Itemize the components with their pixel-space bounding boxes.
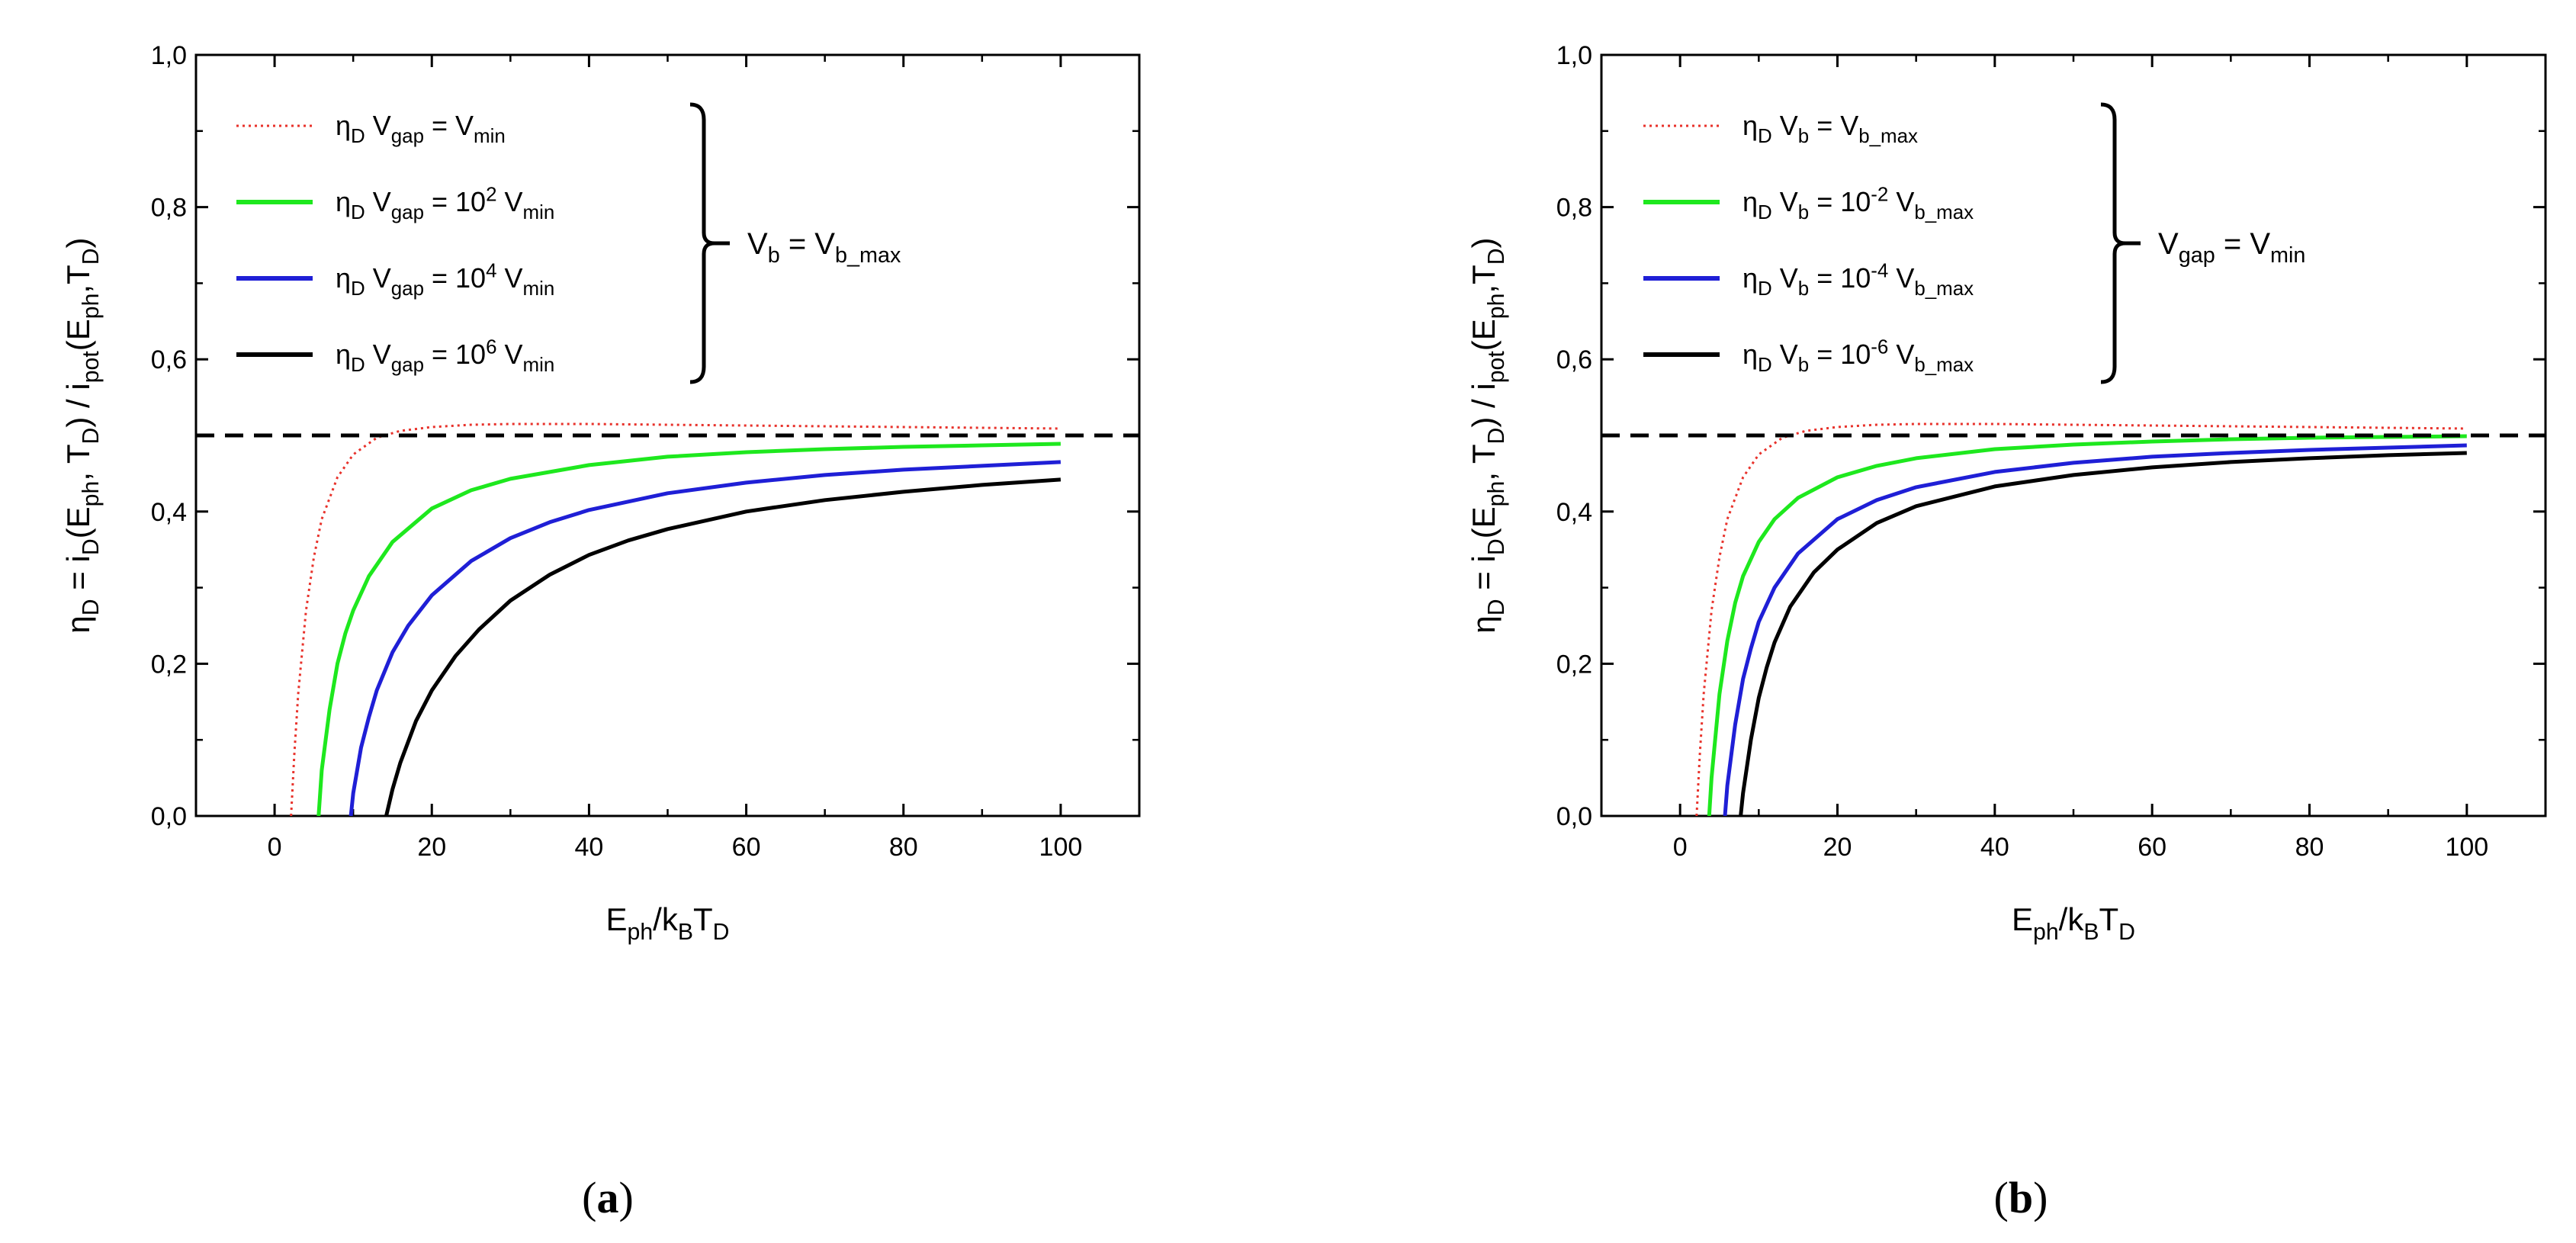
- y-tick-label: 0,6: [1556, 345, 1592, 374]
- legend-entry: ηD Vgap = 102 Vmin: [336, 184, 554, 223]
- series-line: [1739, 451, 2467, 816]
- legend-entry: ηD Vb = 10-4 Vb_max: [1742, 260, 1974, 300]
- panel-label: (a): [582, 1173, 634, 1222]
- legend-entry: ηD Vgap = Vmin: [336, 110, 506, 147]
- series-line: [1695, 422, 2467, 816]
- y-axis-title: ηD = iD(Eph, TD) / ipot(Eph,TD): [1466, 237, 1509, 633]
- x-tick-label: 0: [1673, 833, 1688, 862]
- y-tick-label: 0,8: [1556, 194, 1592, 223]
- series-line: [1707, 434, 2467, 816]
- series-line: [316, 442, 1061, 816]
- y-tick-label: 0,8: [151, 194, 187, 223]
- bracket-label: Vgap = Vmin: [2158, 227, 2305, 268]
- x-tick-label: 40: [575, 833, 604, 862]
- x-tick-label: 100: [1039, 833, 1083, 862]
- y-axis-title: ηD = iD(Eph, TD) / ipot(Eph,TD): [60, 237, 104, 633]
- legend-bracket: [689, 102, 715, 384]
- legend-entry: ηD Vgap = 106 Vmin: [336, 336, 554, 376]
- series-line: [384, 477, 1062, 816]
- legend-entry: ηD Vb = 10-6 Vb_max: [1742, 336, 1974, 376]
- legend-entry: ηD Vb = Vb_max: [1742, 110, 1918, 147]
- legend-bracket: [2100, 102, 2126, 384]
- y-tick-label: 0,6: [151, 345, 187, 374]
- y-tick-label: 0,4: [151, 498, 187, 527]
- bracket-label: Vb = Vb_max: [747, 227, 901, 268]
- y-tick-label: 1,0: [151, 41, 187, 70]
- x-tick-label: 80: [889, 833, 918, 862]
- x-axis-title: Eph/kBTD: [606, 901, 730, 945]
- panel-a: 0 20 40 60 80 100 0,0 0,2 0,4 0,6 0,8 1,0 Eph/kBTD ηD…: [60, 41, 1141, 945]
- legend-entry: ηD Vgap = 104 Vmin: [336, 260, 554, 300]
- x-tick-label: 0: [268, 833, 282, 862]
- x-tick-label: 60: [2138, 833, 2166, 862]
- x-tick-label: 20: [1823, 833, 1852, 862]
- y-tick-label: 0,0: [1556, 802, 1592, 831]
- x-tick-label: 100: [2445, 833, 2488, 862]
- x-axis-title: Eph/kBTD: [2012, 901, 2135, 945]
- panel-b: 0 20 40 60 80 100 0,0 0,2 0,4 0,6 0,8 1,0 Eph/kBTD ηD…: [1466, 41, 2547, 945]
- y-tick-label: 0,2: [1556, 650, 1592, 679]
- x-tick-label: 40: [1980, 833, 2009, 862]
- y-tick-label: 0,4: [1556, 498, 1592, 527]
- series-line: [1723, 443, 2467, 816]
- series-line: [290, 422, 1061, 816]
- panel-label: (b): [1994, 1173, 2048, 1222]
- y-tick-label: 1,0: [1556, 41, 1592, 70]
- x-tick-label: 60: [732, 833, 761, 862]
- x-tick-label: 20: [417, 833, 446, 862]
- series-line: [348, 460, 1062, 816]
- legend-entry: ηD Vb = 10-2 Vb_max: [1742, 184, 1974, 223]
- x-tick-label: 80: [2295, 833, 2324, 862]
- y-tick-label: 0,2: [151, 650, 187, 679]
- y-tick-label: 0,0: [151, 802, 187, 831]
